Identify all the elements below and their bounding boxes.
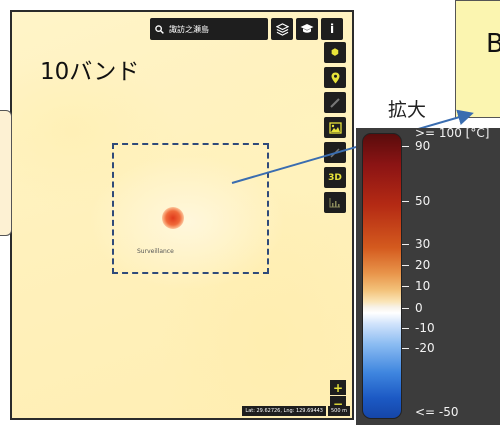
map-side-toolbar: ⬢ 3D [324, 42, 346, 213]
enlarge-label: 拡大 [388, 99, 427, 121]
legend-tick-label: 90 [415, 139, 431, 153]
3d-button[interactable]: 3D [324, 167, 346, 188]
layers-button[interactable] [271, 18, 293, 40]
image-layer-icon [328, 121, 342, 134]
thermal-hotspot [162, 207, 184, 229]
color-scale-bar [362, 133, 402, 419]
tool-icon [330, 147, 340, 158]
legend-tick-label: -20 [415, 341, 435, 355]
legend-tick-label: 10 [415, 279, 431, 293]
bands-label: 10バンド [40, 59, 140, 85]
search-input[interactable]: 諏訪之瀬島 [169, 24, 209, 34]
legend-tick [402, 308, 409, 309]
legend-tick-label: 0 [415, 301, 423, 315]
scale-bar: 500 m [327, 406, 350, 416]
status-bar: Lat: 29.62726, Lng: 129.69443 500 m [242, 406, 350, 416]
legend-tick [402, 201, 409, 202]
ruler-button[interactable] [324, 92, 346, 113]
ruler-icon [330, 97, 340, 108]
legend-tick-label: -10 [415, 321, 435, 335]
legend-tick [402, 244, 409, 245]
callout-box: B [455, 0, 500, 118]
image-layer-button[interactable] [324, 117, 346, 138]
legend-top-label: >= 100 [°C] [415, 126, 490, 140]
draw-tool-button[interactable] [324, 142, 346, 163]
layers-icon [275, 22, 289, 36]
callout-letter: B [486, 29, 500, 59]
hexagon-button[interactable]: ⬢ [324, 42, 346, 63]
place-label: Surveillance [137, 248, 174, 255]
education-button[interactable] [296, 18, 318, 40]
selection-box [112, 143, 269, 274]
chart-icon [329, 198, 340, 208]
info-icon: i [329, 22, 335, 36]
map-pin-icon [331, 72, 339, 83]
coordinate-readout: Lat: 29.62726, Lng: 129.69443 [242, 406, 326, 416]
info-button[interactable]: i [321, 18, 343, 40]
legend-tick-label: 50 [415, 194, 431, 208]
temperature-legend: >= 100 [°C] 90 50 30 20 10 0 -10 -20 <= … [356, 126, 500, 425]
search-icon [155, 24, 164, 34]
legend-tick [402, 265, 409, 266]
search-box[interactable]: 諏訪之瀬島 [150, 18, 268, 40]
legend-tick-label: 30 [415, 237, 431, 251]
map-view[interactable]: 10バンド Surveillance 諏訪之瀬島 i [10, 10, 354, 420]
legend-tick [402, 328, 409, 329]
hexagon-icon: ⬢ [331, 47, 339, 58]
legend-tick [402, 348, 409, 349]
zoom-in-button[interactable]: + [330, 380, 346, 395]
chart-button[interactable] [324, 192, 346, 213]
left-callout-shape [0, 110, 12, 236]
map-pin-button[interactable] [324, 67, 346, 88]
map-top-toolbar: 諏訪之瀬島 i [150, 18, 343, 40]
graduation-cap-icon [300, 24, 314, 33]
legend-bottom-label: <= -50 [415, 405, 459, 419]
legend-tick-label: 20 [415, 258, 431, 272]
legend-tick [402, 146, 409, 147]
legend-tick [402, 286, 409, 287]
